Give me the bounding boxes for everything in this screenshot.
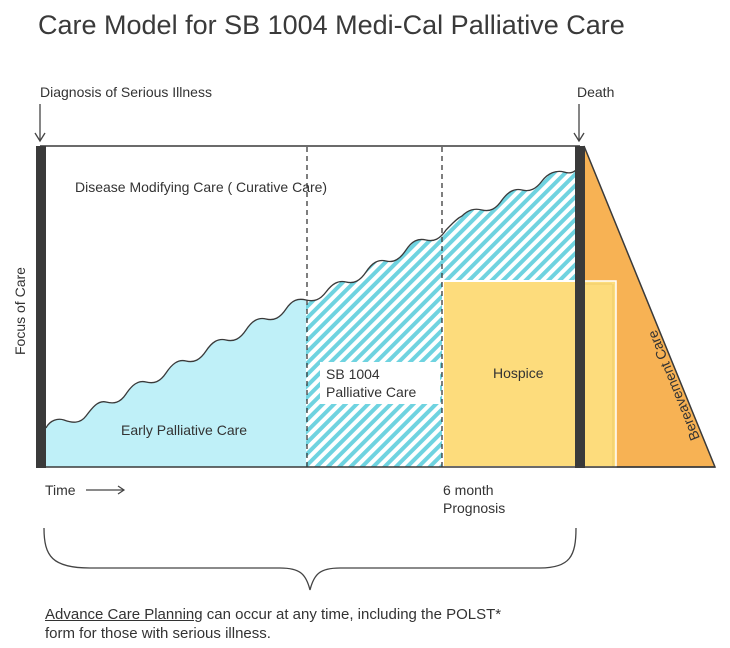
curative-boundary-wave	[46, 169, 576, 429]
time-label-row: Time	[45, 482, 76, 498]
page-title: Care Model for SB 1004 Medi-Cal Palliati…	[38, 10, 625, 40]
death-arrow	[573, 104, 585, 143]
early-palliative-label: Early Palliative Care	[121, 422, 248, 438]
advance-care-planning-link: Advance Care Planning	[45, 606, 203, 623]
note-text-1: can occur at any time, including the POL…	[202, 606, 502, 623]
diagnosis-arrow	[34, 104, 46, 143]
death-label: Death	[577, 84, 615, 100]
hospice-label: Hospice	[493, 365, 544, 381]
time-brace	[43, 527, 577, 591]
time-label: Time	[45, 482, 76, 498]
prognosis-label-line1: 6 month	[443, 482, 494, 498]
sb1004-label-line2: Palliative Care	[326, 384, 417, 400]
sb1004-label-line1: SB 1004	[326, 366, 380, 382]
hospice-box	[443, 281, 576, 467]
diagnosis-label: Diagnosis of Serious Illness	[40, 84, 212, 100]
hospice-hatched-area	[443, 170, 576, 281]
sb1004-hatched-area	[306, 230, 446, 467]
death-bar	[575, 146, 585, 468]
sb1004-label-box: SB 1004 Palliative Care	[320, 362, 440, 404]
curative-care-label: Disease Modifying Care ( Curative Care)	[75, 179, 328, 195]
note-text-2: form for those with serious illness.	[45, 625, 271, 642]
diagnosis-bar	[36, 146, 46, 468]
prognosis-label-line2: Prognosis	[443, 500, 506, 516]
early-palliative-area	[46, 299, 306, 467]
advance-care-note: Advance Care Planning can occur at any t…	[45, 605, 605, 643]
time-arrow	[86, 485, 126, 495]
y-axis-label: Focus of Care	[12, 267, 28, 355]
